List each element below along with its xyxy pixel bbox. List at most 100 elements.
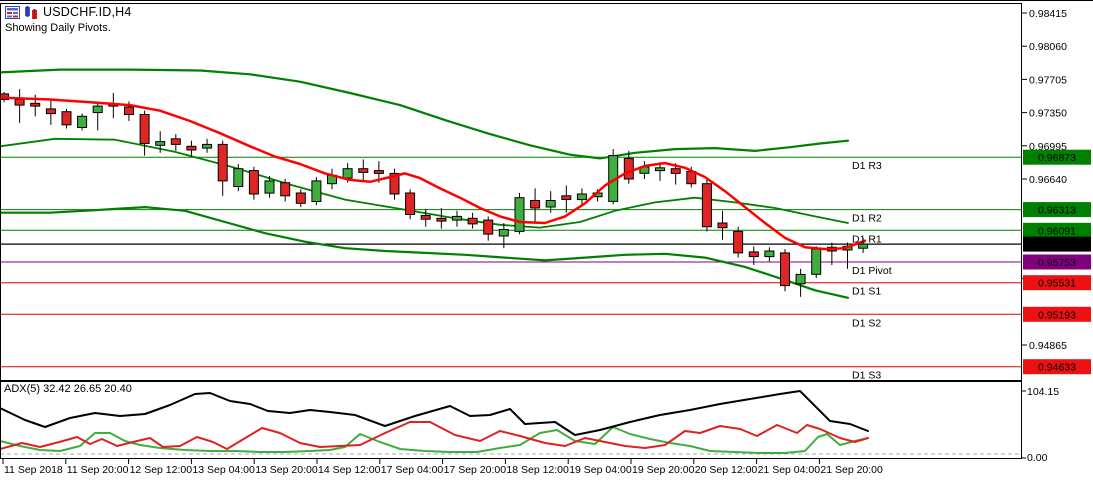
candle-body	[780, 252, 790, 287]
candle-body	[655, 167, 665, 172]
price-badge-box	[1023, 275, 1091, 291]
indicator-label: ADX(5) 32.42 26.65 20.40	[4, 383, 132, 395]
price-badge-0.96873	[1023, 149, 1091, 165]
candle	[170, 134, 181, 151]
price-badge-box	[1023, 222, 1091, 238]
price-badge-box	[1023, 254, 1091, 270]
candle-body	[452, 215, 462, 221]
price-axis-label: 0.96640	[1029, 174, 1067, 186]
candle-body	[92, 105, 103, 114]
candle-body	[389, 172, 400, 195]
candle-body	[311, 180, 322, 202]
pivot-label-R3: D1 R3	[852, 160, 882, 172]
di-minus-line	[0, 421, 869, 450]
candle-body	[561, 195, 572, 201]
candle-body	[733, 230, 744, 254]
price-badge-0.95531	[1023, 275, 1091, 291]
candle	[764, 247, 775, 262]
candle	[655, 162, 665, 181]
price-badge-box	[1023, 306, 1091, 322]
candle	[498, 223, 509, 249]
time-axis-label: 11 Sep 20:00	[67, 464, 129, 476]
candle	[61, 108, 72, 129]
price-axis-label: 0.94865	[1029, 340, 1067, 352]
price-badge-box	[1023, 202, 1091, 218]
time-axis-label: 18 Sep 12:00	[506, 464, 569, 476]
candle	[264, 176, 275, 198]
candle-body	[217, 143, 228, 182]
candle-body	[264, 180, 275, 194]
time-axis-label: 14 Sep 12:00	[318, 464, 381, 476]
candle	[717, 210, 728, 240]
candle	[139, 110, 150, 156]
price-badge-text: 0.94633	[1038, 362, 1076, 374]
candle-body	[342, 168, 353, 179]
chart-title: USDCHF.ID,H4	[43, 5, 132, 19]
candle-body	[139, 114, 150, 144]
candle	[77, 113, 88, 131]
candle-body	[248, 170, 259, 195]
candle	[311, 177, 322, 206]
candle	[280, 179, 291, 202]
pivot-label-P: D1 Pivot	[852, 265, 892, 277]
candle-body	[233, 168, 244, 187]
candle	[530, 188, 541, 223]
chart-subtitle: Showing Daily Pivots.	[5, 22, 111, 34]
candle	[358, 159, 369, 181]
price-badge-box	[1023, 149, 1091, 165]
time-axis-label: 13 Sep 04:00	[192, 464, 255, 476]
price-badge-box	[1023, 359, 1091, 375]
price-badge-text: 0.96873	[1038, 152, 1076, 164]
adx-line	[0, 390, 869, 436]
candle-body	[30, 102, 41, 107]
time-axis-label: 12 Sep 12:00	[130, 464, 193, 476]
candle	[295, 189, 306, 208]
price-badge-text: 0.96091	[1038, 225, 1076, 237]
candle-body	[811, 248, 822, 275]
price-axis-label: 0.98415	[1029, 8, 1067, 20]
candle	[420, 208, 431, 227]
pivot-label-S1: D1 S1	[852, 286, 881, 298]
time-axis-label: 21 Sep 20:00	[820, 464, 883, 476]
candle	[514, 193, 525, 235]
bar-chart-icon	[25, 5, 37, 19]
price-axis-label: 0.97350	[1029, 108, 1067, 120]
candle	[623, 150, 634, 184]
adx-axis-min-label: 0.00	[1027, 452, 1048, 464]
candle	[483, 216, 494, 241]
pivot-label-S2: D1 S2	[852, 317, 881, 329]
candle-body	[170, 138, 181, 145]
candle-body	[14, 99, 25, 106]
quote-grid-icon	[5, 5, 20, 19]
candle-body	[858, 243, 869, 249]
candle	[811, 246, 822, 279]
candle	[795, 268, 806, 297]
price-badge-text: 0.95531	[1038, 278, 1076, 290]
price-badge-0.96091	[1023, 222, 1091, 238]
candle	[467, 212, 478, 229]
candle-body	[467, 217, 478, 225]
candle	[561, 185, 572, 213]
price-badge-0.96313	[1023, 202, 1091, 218]
red-ma-line	[0, 96, 867, 251]
price-badge-0.94633	[1023, 359, 1091, 375]
candle	[202, 138, 213, 153]
time-axis-label: 20 Sep 12:00	[695, 464, 758, 476]
candle-body	[701, 183, 712, 228]
candle-body	[436, 217, 447, 222]
chart-titlebar: USDCHF.ID,H4	[5, 5, 132, 19]
candle-body	[670, 168, 681, 174]
candle	[233, 164, 244, 192]
candle	[733, 226, 744, 258]
candle-body	[124, 106, 134, 115]
candle-body	[764, 250, 775, 258]
candle-body	[514, 197, 525, 232]
time-axis-label: 19 Sep 04:00	[569, 464, 632, 476]
bollinger-upper-line	[0, 68, 850, 160]
price-badge-text: 0.95753	[1038, 257, 1076, 269]
candle	[545, 191, 556, 213]
adx-axis-max-label: 104.15	[1027, 386, 1059, 398]
